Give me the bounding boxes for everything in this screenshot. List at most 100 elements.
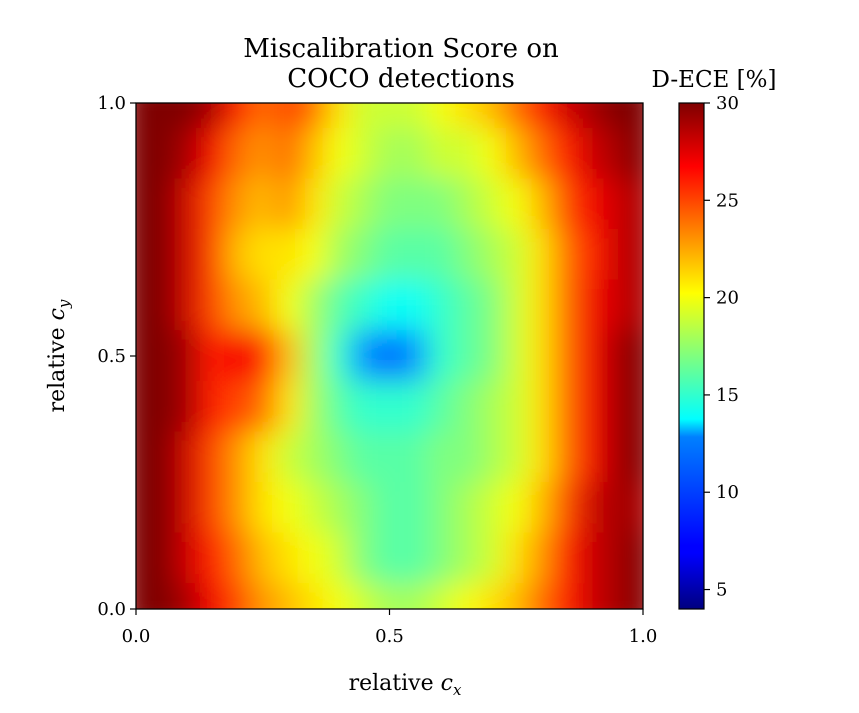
heatmap-cell [503, 279, 530, 332]
heatmap-cell [553, 178, 581, 230]
heatmap-cell [350, 178, 378, 230]
heatmap-cell [325, 127, 352, 180]
heatmap-cell [401, 103, 429, 129]
heatmap-cell [401, 532, 429, 585]
heatmap-cell [173, 431, 200, 483]
x-axis-label: relative cx [349, 671, 462, 699]
heatmap-cell [401, 482, 429, 534]
heatmap-cell [376, 431, 403, 483]
heatmap-cell [629, 127, 643, 180]
heatmap-cell [629, 583, 643, 609]
heatmap-cell [401, 431, 429, 483]
heatmap-cell [401, 380, 429, 433]
colorbar-tick-label: 5 [716, 580, 727, 601]
heatmap-cell [553, 482, 581, 534]
heatmap-cell [224, 330, 251, 382]
x-axis-label-prefix: relative [349, 671, 441, 696]
heatmap-cell [376, 532, 403, 585]
heatmap-cell [452, 380, 479, 433]
heatmap-cell [604, 178, 631, 230]
heatmap-cell [401, 127, 429, 180]
heatmap-cell [553, 532, 581, 585]
heatmap-cell [148, 178, 175, 230]
heatmap-cell [350, 532, 378, 585]
heatmap-cell [350, 229, 378, 281]
heatmap-cell [173, 482, 200, 534]
heatmap-cell [604, 127, 631, 180]
heatmap-cell [325, 532, 352, 585]
heatmap-cell [579, 482, 606, 534]
heatmap-cell [452, 127, 479, 180]
heatmap-cell [224, 279, 251, 332]
heatmap-cell [452, 103, 479, 129]
heatmap-cell [579, 279, 606, 332]
heatmap-cell [503, 583, 530, 609]
heatmap-cell [503, 482, 530, 534]
heatmap-cell [148, 431, 175, 483]
heatmap-cell [579, 229, 606, 281]
heatmap-cell [300, 380, 327, 433]
heatmap-cell [173, 532, 200, 585]
heatmap-cell [148, 229, 175, 281]
heatmap-cell [300, 127, 327, 180]
heatmap-cell [629, 431, 643, 483]
heatmap-cell [477, 431, 505, 483]
heatmap-cell [274, 431, 302, 483]
colorbar-tick-label: 15 [716, 385, 739, 406]
heatmap-cell [553, 380, 581, 433]
heatmap-cell [629, 330, 643, 382]
heatmap-cell [579, 178, 606, 230]
heatmap-cell [325, 103, 352, 129]
heatmap-cell [452, 482, 479, 534]
x-axis-label-sub: x [453, 681, 462, 699]
heatmap-cell [274, 229, 302, 281]
heatmap-cell [300, 583, 327, 609]
colorbar-tick-label: 10 [716, 482, 739, 503]
y-axis: 0.0 0.5 1.0 [97, 93, 136, 620]
heatmap-cell [553, 127, 581, 180]
colorbar [678, 102, 705, 610]
heatmap-cell [274, 532, 302, 585]
heatmap-cell [300, 229, 327, 281]
heatmap-cell [136, 279, 150, 332]
heatmap-cell [350, 431, 378, 483]
heatmap-cell [503, 178, 530, 230]
heatmap-cell [604, 431, 631, 483]
heatmap-cell [300, 482, 327, 534]
heatmap-cell [604, 279, 631, 332]
heatmap-cell [604, 380, 631, 433]
heatmap-cell [325, 380, 352, 433]
heatmap-cell [629, 103, 643, 129]
heatmap-cell [224, 229, 251, 281]
heatmap-cell [452, 330, 479, 382]
heatmap-cell [300, 178, 327, 230]
heatmap-cell [325, 431, 352, 483]
heatmap-cell [198, 380, 226, 433]
heatmap-cell [325, 178, 352, 230]
heatmap-cell [604, 532, 631, 585]
heatmap-cell [629, 178, 643, 230]
chart-title-line1: Miscalibration Score on [243, 34, 559, 64]
heatmap-cell [350, 380, 378, 433]
heatmap-cell [452, 178, 479, 230]
heatmap-cell [249, 178, 276, 230]
heatmap-cell [274, 380, 302, 433]
heatmap-cell [136, 482, 150, 534]
heatmap-cell [148, 103, 175, 129]
heatmap-cell [249, 380, 276, 433]
heatmap-cell [452, 583, 479, 609]
heatmap-cell [249, 103, 276, 129]
heatmap-cell [503, 431, 530, 483]
heatmap-cell [300, 103, 327, 129]
x-tick-label: 0.5 [375, 626, 404, 647]
heatmap-cell [148, 330, 175, 382]
heatmap-cell [528, 482, 555, 534]
heatmap-cell [173, 380, 200, 433]
heatmap-cell [376, 583, 403, 609]
colorbar-ticks: 5 10 15 20 25 30 [704, 93, 739, 601]
heatmap-cell [249, 583, 276, 609]
heatmap-cell [274, 583, 302, 609]
y-tick-label: 1.0 [97, 93, 126, 114]
heatmap-cell [579, 380, 606, 433]
heatmap-cell [427, 583, 454, 609]
